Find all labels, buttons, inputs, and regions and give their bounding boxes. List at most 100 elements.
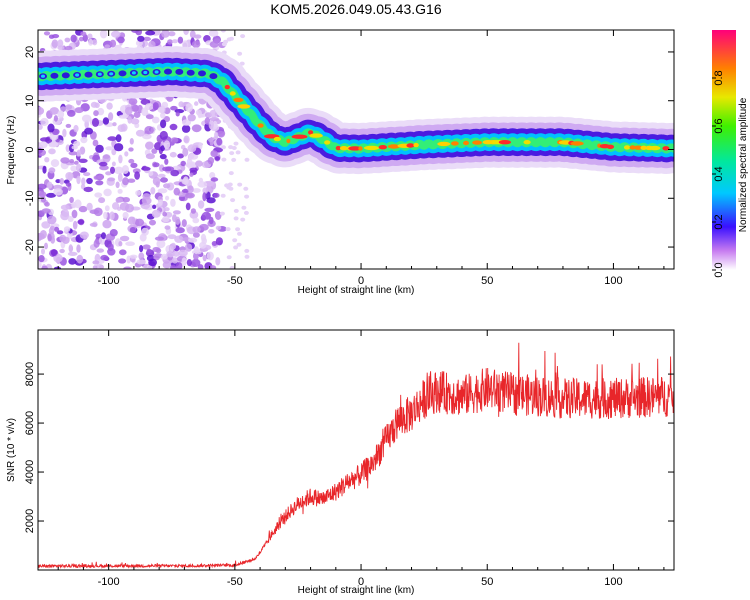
snr-xtick-label: 50 — [481, 576, 493, 588]
noise-blob — [189, 167, 198, 173]
noise-blob — [237, 231, 242, 236]
noise-blob — [128, 147, 134, 152]
ridge-hotspot — [335, 145, 341, 151]
noise-blob — [53, 253, 63, 263]
noise-blob — [205, 180, 214, 187]
noise-blob — [50, 159, 60, 168]
noise-blob — [117, 36, 125, 44]
noise-blob — [213, 192, 220, 198]
noise-blob — [170, 105, 178, 111]
noise-blob — [161, 216, 170, 223]
noise-blob — [44, 201, 50, 207]
noise-blob — [171, 257, 179, 264]
noise-blob — [164, 225, 171, 230]
noise-blob — [68, 151, 78, 156]
noise-blob — [55, 179, 61, 184]
ridge-hotspot — [309, 133, 323, 138]
noise-blob — [186, 157, 193, 167]
noise-blob — [95, 180, 104, 186]
noise-blob — [44, 157, 50, 163]
noise-blob — [220, 30, 226, 33]
noise-blob — [160, 177, 168, 183]
noise-blob — [156, 239, 166, 249]
noise-blob — [130, 118, 140, 125]
ridge-dot — [61, 72, 70, 79]
noise-blob — [53, 266, 62, 269]
noise-blob — [125, 203, 134, 213]
noise-blob — [40, 137, 50, 142]
colorbar-gradient — [712, 30, 736, 270]
noise-blob — [237, 182, 243, 187]
noise-blob — [232, 238, 238, 243]
noise-blob — [151, 148, 158, 154]
noise-blob — [79, 231, 89, 239]
noise-blob — [229, 265, 235, 269]
noise-blob — [59, 248, 65, 254]
noise-blob — [38, 183, 47, 190]
noise-blob — [212, 120, 218, 130]
ridge-dot — [118, 70, 127, 77]
noise-blob — [148, 171, 154, 177]
noise-blob — [112, 202, 120, 210]
spectrogram-ytick-label: 20 — [24, 46, 36, 58]
noise-blob — [109, 39, 117, 48]
noise-blob — [185, 103, 193, 113]
noise-blob — [165, 195, 170, 201]
noise-blob — [215, 237, 223, 246]
noise-blob — [183, 30, 189, 36]
noise-blob — [81, 177, 86, 186]
noise-blob — [80, 31, 87, 37]
noise-blob — [83, 172, 91, 177]
ridge-hotspot — [570, 141, 584, 146]
noise-blob — [83, 186, 94, 193]
ridge-hotspot — [286, 138, 291, 144]
noise-blob — [142, 244, 151, 250]
noise-blob — [107, 136, 117, 141]
noise-blob — [235, 227, 241, 232]
noise-blob — [148, 258, 158, 267]
noise-blob — [96, 248, 105, 253]
noise-blob — [127, 178, 136, 183]
noise-blob — [233, 141, 239, 146]
noise-blob — [122, 177, 129, 186]
snr-ytick-label: 2000 — [24, 509, 36, 533]
noise-blob — [111, 161, 116, 167]
colorbar-tick-label: 0.6 — [713, 118, 725, 133]
snr-xlabel: Height of straight line (km) — [298, 585, 415, 596]
spectrogram-xtick-label: -50 — [227, 275, 243, 287]
noise-blob — [119, 249, 127, 256]
noise-blob — [175, 262, 183, 269]
noise-blob — [191, 40, 201, 48]
noise-blob — [105, 171, 112, 176]
noise-blob — [189, 172, 194, 177]
noise-blob — [159, 153, 167, 160]
noise-blob — [128, 158, 135, 164]
noise-blob — [160, 112, 166, 119]
noise-blob — [202, 192, 207, 202]
noise-blob — [163, 183, 171, 189]
noise-blob — [159, 130, 168, 140]
noise-blob — [150, 187, 156, 195]
noise-blob — [162, 166, 172, 172]
noise-blob — [233, 216, 239, 221]
noise-blob — [243, 210, 249, 215]
spectrogram-xtick-label: 100 — [604, 275, 622, 287]
noise-blob — [60, 157, 70, 164]
noise-blob — [50, 249, 58, 257]
noise-blob — [204, 117, 211, 125]
ridge-dot — [50, 72, 59, 79]
noise-blob — [62, 209, 70, 218]
ridge-dot — [84, 71, 93, 78]
noise-blob — [129, 138, 134, 145]
noise-blob — [206, 251, 214, 261]
spectrogram-xtick-label: -100 — [98, 275, 120, 287]
noise-blob — [244, 194, 250, 199]
ridge-hotspot — [291, 134, 308, 139]
noise-blob — [118, 114, 128, 119]
chart-title: KOM5.2026.049.05.43.G16 — [270, 1, 441, 17]
noise-blob — [131, 104, 139, 112]
noise-blob — [69, 196, 74, 204]
noise-blob — [237, 51, 243, 56]
noise-blob — [64, 37, 71, 43]
